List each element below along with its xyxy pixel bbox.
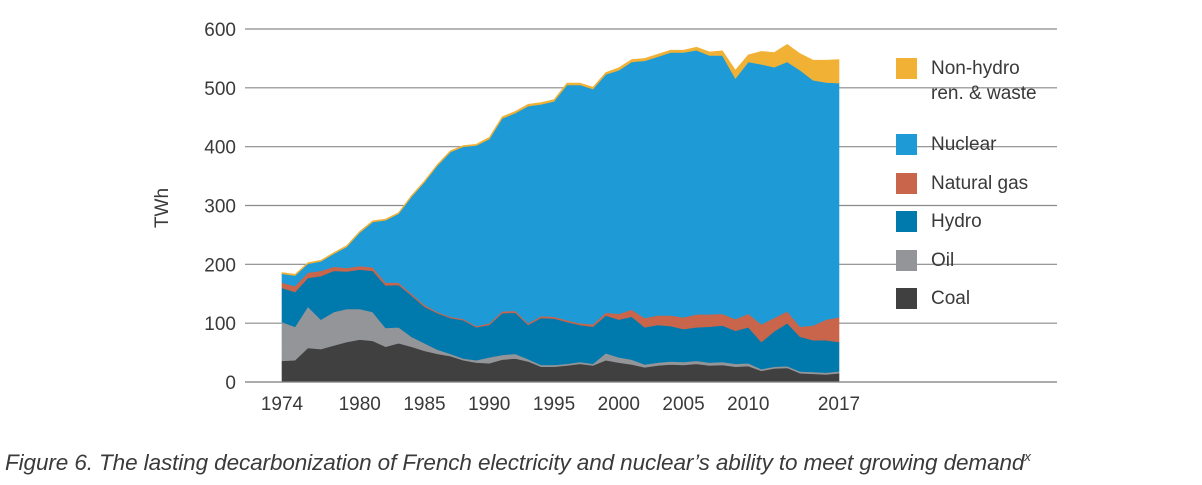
figure-caption: Figure 6. The lasting decarbonization of… (5, 449, 1031, 476)
x-tick-label: 1995 (533, 394, 575, 415)
y-tick-label: 500 (204, 79, 236, 100)
legend-label: Natural gas (931, 172, 1029, 194)
legend-item-coal: Coal (896, 286, 1051, 325)
y-axis-ticks: 0 100 200 300 400 500 600 (204, 20, 236, 394)
legend-label: Nuclear (931, 134, 997, 155)
legend-label: Non-hydro ren. & waste (931, 58, 1037, 104)
legend-item-oil: Oil (896, 248, 1051, 287)
area-series (245, 43, 1057, 383)
x-tick-label: 1990 (468, 394, 510, 415)
legend-swatch (896, 249, 917, 271)
y-tick-label: 300 (204, 197, 236, 218)
legend-swatch (896, 58, 917, 79)
legend-label: Coal (931, 288, 971, 309)
legend-swatch (896, 134, 917, 155)
legend-swatch (896, 288, 917, 309)
x-tick-label: 1980 (339, 394, 381, 415)
y-tick-label: 600 (204, 20, 236, 41)
legend-item-non-hydro: Non-hydro ren. & waste (896, 56, 1051, 132)
legend-item-nuclear: Nuclear (896, 132, 1051, 171)
x-tick-label: 1974 (261, 394, 304, 415)
legend-label: Oil (931, 249, 955, 271)
y-tick-label: 400 (204, 138, 236, 159)
caption-footnote-marker: x (1024, 449, 1031, 464)
area-non-hydro-ren-waste (281, 43, 840, 276)
y-tick-label: 100 (204, 314, 236, 335)
legend-label: Hydro (931, 211, 982, 232)
stacked-area-chart: 0 100 200 300 400 500 600 1974 1980 1985 1990 1995… (152, 20, 1057, 415)
legend-swatch (896, 211, 917, 232)
caption-text: Figure 6. The lasting decarbonization of… (5, 450, 1025, 475)
x-tick-label: 2017 (818, 394, 860, 415)
legend-item-hydro: Hydro (896, 209, 1051, 248)
x-axis-ticks: 1974 1980 1985 1990 1995 2000 2005 2010 2017 (261, 394, 860, 415)
y-axis-label: TWh (152, 188, 173, 228)
y-tick-label: 0 (225, 373, 236, 394)
x-tick-label: 2010 (727, 394, 769, 415)
legend-item-natural-gas: Natural gas (896, 171, 1051, 210)
x-tick-label: 1985 (403, 394, 445, 415)
x-tick-label: 2005 (662, 394, 704, 415)
legend-swatch (896, 172, 917, 194)
legend: Non-hydro ren. & waste Nuclear Natural g… (896, 56, 1051, 325)
y-tick-label: 200 (204, 255, 236, 276)
x-tick-label: 2000 (598, 394, 640, 415)
